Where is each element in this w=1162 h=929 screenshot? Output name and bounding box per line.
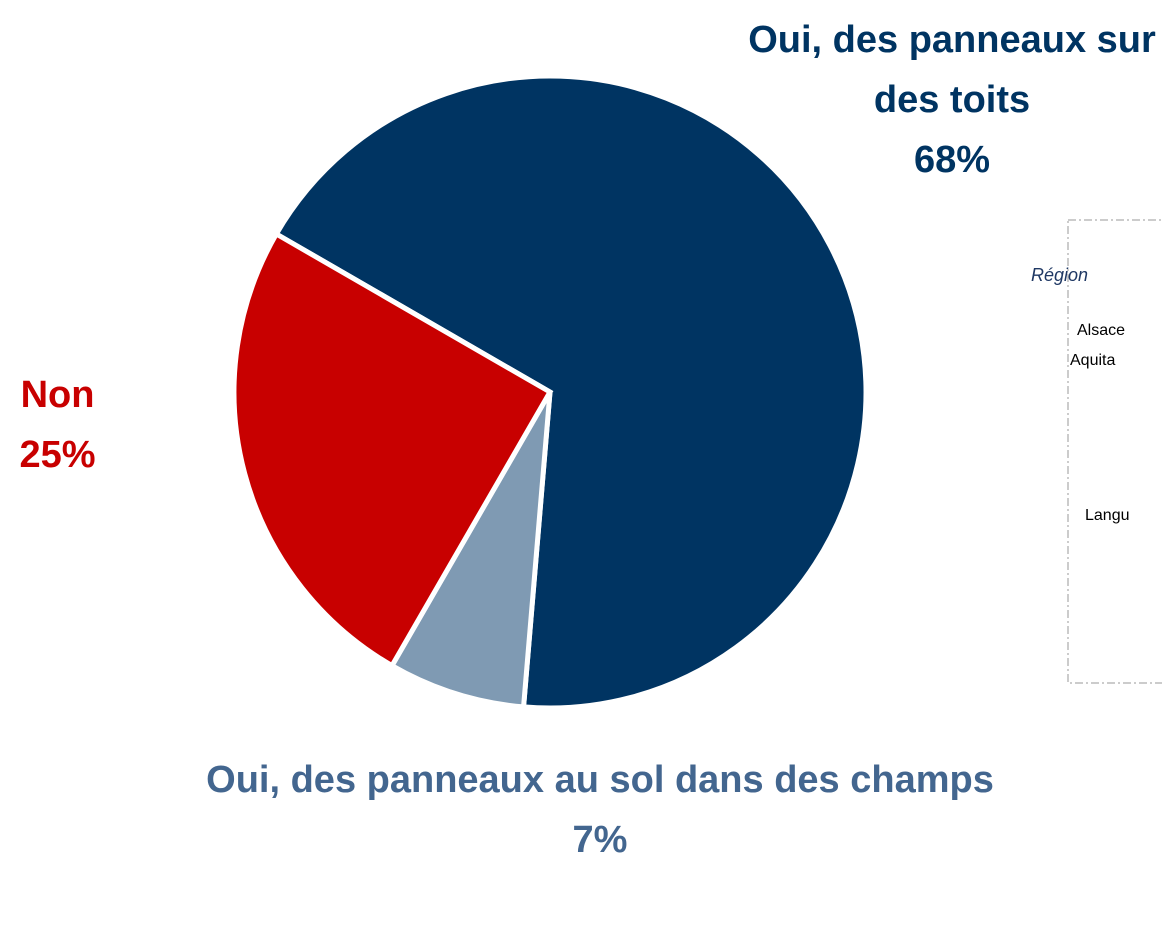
slice-label: Oui, des panneaux sur des toits 68%: [742, 10, 1162, 190]
side-panel-item: Aquita: [1070, 352, 1116, 369]
category-label: Oui, des panneaux sur des toits: [748, 19, 1156, 121]
pie-slice: [388, 390, 553, 710]
side-panel-item: Alsace: [1077, 322, 1126, 339]
pie-slice: [231, 230, 554, 670]
value-label: 68%: [913, 139, 991, 181]
slice-label: Non 25%: [0, 365, 115, 485]
side-panel-item: Langu: [1085, 507, 1130, 524]
side-panel-frame: [1067, 219, 1162, 684]
value-label: 7%: [572, 819, 628, 861]
category-label: Non: [20, 374, 95, 416]
slice-label: Oui, des panneaux au sol dans des champs…: [200, 750, 1000, 870]
side-panel-title: Région: [1031, 265, 1089, 285]
category-label: Oui, des panneaux au sol dans des champs: [206, 759, 994, 801]
pie-slice: [272, 73, 869, 711]
value-label: 25%: [19, 434, 96, 476]
